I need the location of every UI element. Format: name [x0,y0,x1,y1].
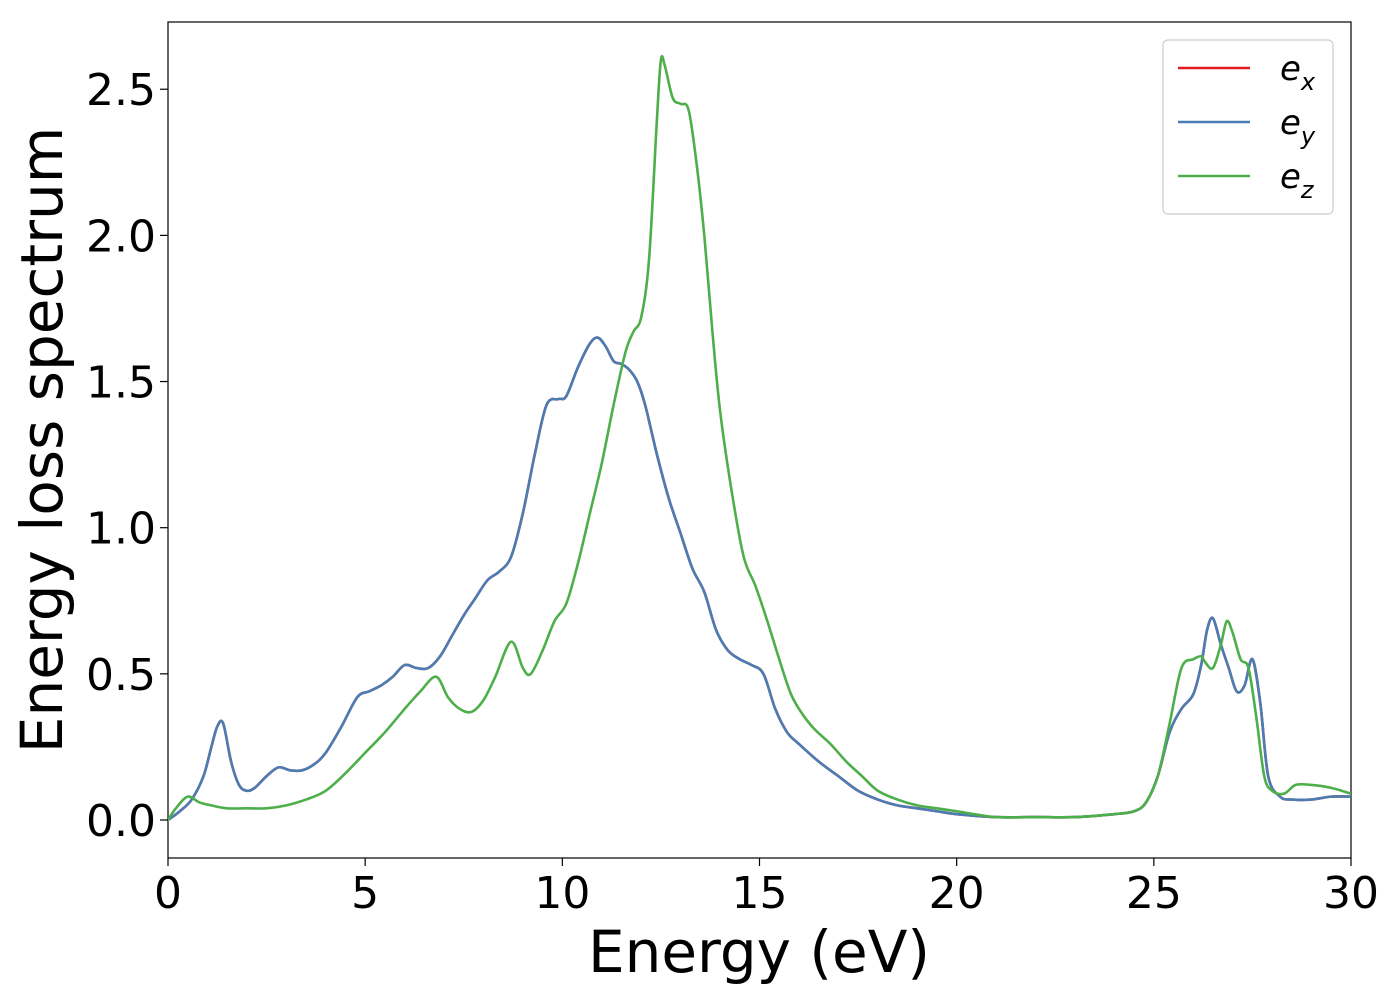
y-tick-label: 0.5 [86,650,156,701]
y-axis: 0.0 0.5 1.0 1.5 2.0 2.5 [86,65,168,847]
x-tick-label: 5 [351,868,379,919]
legend-label-base: e [1280,103,1301,143]
series-line-ez [168,55,1351,822]
x-axis-title: Energy (eV) [588,918,930,986]
series-line-ex [168,336,1351,822]
legend-label-ez: ez [1280,157,1315,204]
x-tick-label: 30 [1323,868,1379,919]
series-layer [168,55,1351,822]
y-tick-label: 1.0 [86,504,156,555]
legend-label-subscript: y [1300,122,1316,150]
x-tick-label: 15 [732,868,788,919]
y-tick-label: 2.5 [86,65,156,116]
y-tick-label: 0.0 [86,796,156,847]
legend-box [1162,39,1334,215]
legend-label-subscript: x [1300,68,1316,96]
legend-label-base: e [1280,49,1301,89]
x-tick-label: 10 [534,868,590,919]
legend-label-base: e [1280,157,1301,197]
y-tick-label: 2.0 [86,211,156,262]
y-axis-title: Energy loss spectrum [8,127,76,753]
x-tick-label: 20 [929,868,985,919]
x-tick-label: 0 [154,868,182,919]
legend-label-subscript: z [1300,176,1315,204]
series-line-ey [168,336,1351,822]
x-axis: 0 5 10 15 20 25 30 [154,858,1379,919]
x-tick-label: 25 [1126,868,1182,919]
legend-label-ex: ex [1280,49,1316,96]
y-tick-label: 1.5 [86,358,156,409]
legend-label-ey: ey [1280,103,1316,150]
